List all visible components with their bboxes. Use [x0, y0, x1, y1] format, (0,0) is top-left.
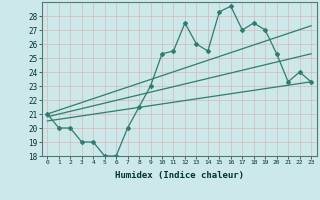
X-axis label: Humidex (Indice chaleur): Humidex (Indice chaleur) [115, 171, 244, 180]
